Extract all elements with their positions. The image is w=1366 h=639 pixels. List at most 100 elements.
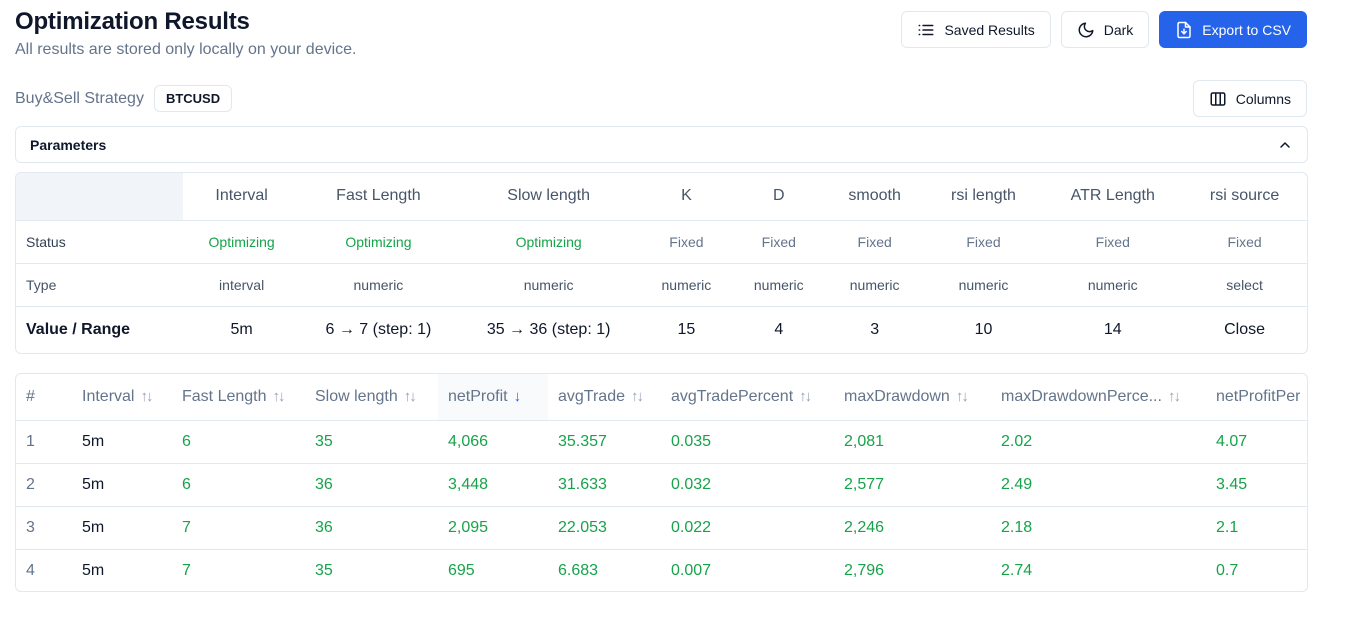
column-header-interval[interactable]: Interval ↑↓ [72, 374, 172, 421]
column-header-fast-length[interactable]: Fast Length ↑↓ [172, 374, 305, 421]
list-icon [918, 24, 934, 35]
cell-net-profit: 4,066 [438, 420, 548, 464]
param-header: rsi length [923, 173, 1044, 221]
param-header: rsi source [1182, 173, 1307, 221]
param-status: Fixed [923, 220, 1044, 264]
column-header-content: Fast Length ↑↓ [182, 387, 286, 406]
param-header: D [731, 173, 826, 221]
cell-fast-length: 6 [172, 420, 305, 464]
column-header-index: # [16, 374, 72, 421]
row-label: Type [16, 263, 183, 307]
cell-max-drawdown: 2,246 [834, 506, 991, 550]
column-header-slow-length[interactable]: Slow length ↑↓ [305, 374, 438, 421]
row-label: Value / Range [26, 320, 131, 338]
column-header-avg-trade[interactable]: avgTrade ↑↓ [548, 374, 661, 421]
parameters-toggle[interactable]: Parameters [15, 126, 1308, 163]
cell-interval: 5m [72, 506, 172, 550]
param-value: 14 [1103, 320, 1122, 338]
cell-max-drawdown: 2,577 [834, 463, 991, 507]
column-header-net-profit[interactable]: netProfit ↓ [438, 374, 548, 421]
parameters-corner-cell [16, 173, 183, 221]
cell-net-profit: 3,448 [438, 463, 548, 507]
column-header-label: avgTradePercent [671, 387, 794, 405]
column-header-max-drawdown[interactable]: maxDrawdown ↑↓ [834, 374, 991, 421]
column-header-label: maxDrawdown [844, 387, 950, 405]
param-status: Fixed [1182, 220, 1307, 264]
column-header-content: Interval ↑↓ [82, 387, 153, 406]
param-status: Optimizing [456, 220, 641, 264]
cell-index: 3 [16, 506, 72, 550]
cell-avg-trade-percent: 0.022 [661, 506, 834, 550]
column-header-content: # [26, 388, 35, 406]
cell-avg-trade-percent: 0.032 [661, 463, 834, 507]
column-header-label: avgTrade [558, 387, 625, 405]
column-header-content: maxDrawdown ↑↓ [844, 387, 969, 406]
param-type: numeric [300, 263, 457, 307]
column-header-label: Interval [82, 387, 135, 405]
dark-mode-label: Dark [1103, 21, 1134, 38]
column-header-label: Slow length [315, 387, 398, 405]
param-header: Slow length [456, 173, 641, 221]
param-status: Optimizing [300, 220, 457, 264]
param-header: ATR Length [1043, 173, 1183, 221]
param-type: numeric [456, 263, 641, 307]
page-title: Optimization Results [15, 8, 250, 35]
param-type: numeric [825, 263, 924, 307]
table-row[interactable]: 2 5m 6 36 3,448 31.633 0.032 2,577 2.49 3.45 [16, 463, 1307, 507]
cell-interval: 5m [82, 561, 105, 579]
param-value: 35 → 36 (step: 1) [486, 320, 611, 338]
param-status: Fixed [640, 220, 732, 264]
column-header-content: netProfitPer [1216, 388, 1300, 406]
moon-icon [1078, 22, 1094, 37]
param-value: 3 [870, 320, 880, 338]
sort-desc-icon: ↓ [513, 388, 522, 406]
value-row: Value / Range 5m 6 → 7 (step: 1) 35 → 36… [16, 306, 1307, 353]
export-csv-label: Export to CSV [1202, 21, 1291, 38]
cell-slow-length: 36 [305, 506, 438, 550]
cell-slow-length: 35 [315, 561, 333, 579]
dark-mode-button[interactable]: Dark [1060, 11, 1150, 48]
column-header-content: netProfit ↓ [448, 388, 521, 406]
file-download-icon [1177, 21, 1192, 38]
column-header-label: netProfit [448, 387, 508, 405]
chevron-up-icon [1280, 141, 1290, 148]
table-row[interactable]: 4 5m 7 35 695 6.683 0.007 2,796 2.74 0.7 [16, 549, 1307, 591]
column-header-content: Slow length ↑↓ [315, 387, 417, 406]
cell-slow-length: 36 [305, 463, 438, 507]
param-header: K [640, 173, 732, 221]
column-header-content: avgTradePercent ↑↓ [671, 387, 812, 406]
column-header-label: maxDrawdownPerce... [1001, 387, 1162, 405]
page-subtitle: All results are stored only locally on y… [15, 41, 357, 58]
param-status: Fixed [731, 220, 826, 264]
param-type: numeric [1043, 263, 1183, 307]
cell-net-profit-percent: 0.7 [1216, 561, 1239, 579]
param-type: select [1182, 263, 1307, 307]
column-header-avg-trade-percent[interactable]: avgTradePercent ↑↓ [661, 374, 834, 421]
param-status: Optimizing [182, 220, 301, 264]
column-header-content: maxDrawdownPerce... ↑↓ [1001, 387, 1181, 406]
cell-index: 4 [26, 561, 35, 579]
sort-icon: ↑↓ [955, 388, 969, 406]
column-header-label: # [26, 387, 35, 405]
saved-results-button[interactable]: Saved Results [901, 11, 1051, 48]
cell-max-drawdown: 2,796 [844, 561, 885, 579]
cell-max-drawdown: 2,081 [834, 420, 991, 464]
cell-max-drawdown-percent: 2.74 [1001, 561, 1033, 579]
columns-button[interactable]: Columns [1192, 80, 1307, 117]
cell-max-drawdown-percent: 2.18 [991, 506, 1206, 550]
param-type: numeric [640, 263, 732, 307]
cell-max-drawdown-percent: 2.02 [991, 420, 1206, 464]
export-csv-button[interactable]: Export to CSV [1159, 11, 1307, 48]
parameters-table: Interval Fast Length Slow length K D smo… [15, 172, 1308, 354]
column-header-label: Fast Length [182, 387, 267, 405]
results-table[interactable]: # Interval ↑↓ Fast Length ↑↓ Slow length ↑↓… [15, 373, 1308, 592]
type-row: Type interval numeric numeric numeric nu… [16, 263, 1307, 307]
cell-avg-trade: 31.633 [548, 463, 661, 507]
param-header: smooth [825, 173, 924, 221]
cell-net-profit-percent: 3.45 [1206, 463, 1307, 507]
column-header-net-profit-percent[interactable]: netProfitPer [1206, 374, 1307, 421]
table-row[interactable]: 1 5m 6 35 4,066 35.357 0.035 2,081 2.02 4.07 [16, 420, 1307, 464]
column-header-max-drawdown-percent[interactable]: maxDrawdownPerce... ↑↓ [991, 374, 1206, 421]
table-row[interactable]: 3 5m 7 36 2,095 22.053 0.022 2,246 2.18 2.1 [16, 506, 1307, 550]
param-value: Close [1224, 320, 1266, 338]
